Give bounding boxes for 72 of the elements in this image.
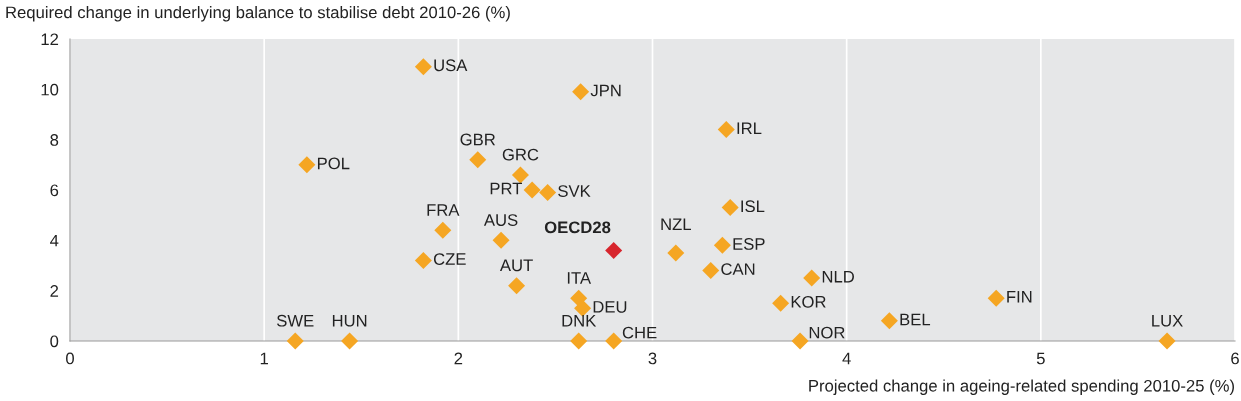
annotation: CHE (622, 326, 657, 339)
point (803, 269, 821, 287)
annotation: FRA (427, 204, 460, 216)
annotation: NZL (661, 218, 691, 231)
point (772, 294, 790, 312)
annotation: IRL (737, 122, 762, 134)
annotation: GRC (502, 148, 539, 161)
point (523, 181, 541, 199)
y-tick-label: 6 (50, 184, 59, 197)
x-tick-label: 5 (1036, 352, 1045, 365)
annotation: SVK (558, 185, 591, 197)
point (286, 332, 304, 350)
point (539, 184, 557, 202)
y-tick-label: 0 (50, 335, 59, 348)
annotation: ESP (733, 238, 765, 250)
x-tick-label: 6 (1231, 352, 1239, 365)
point (572, 83, 590, 101)
series-label: OECD28 (544, 221, 611, 234)
annotation: POL (317, 157, 350, 170)
point (469, 151, 487, 169)
annotation: DNK (562, 314, 597, 327)
x-tick-label: 0 (66, 352, 74, 365)
annotation: AUT (499, 259, 533, 272)
point (605, 241, 623, 259)
point (605, 332, 623, 350)
point (880, 312, 898, 330)
point (298, 156, 316, 174)
y-tick-label: 8 (50, 134, 59, 146)
annotation: FIN (1007, 291, 1032, 303)
point (667, 244, 685, 262)
x-tick-label: 3 (648, 352, 657, 365)
annotation: GBR (460, 133, 496, 146)
point (791, 332, 809, 350)
annotation: KOR (791, 295, 826, 308)
point (341, 332, 359, 350)
y-axis-title: Required change in underlying balance to stabilise debt 2010-26 (%) (6, 6, 510, 22)
annotation: ISL (741, 200, 765, 213)
y-tick-label: 10 (41, 83, 59, 96)
annotation: NLD (822, 270, 854, 283)
annotation: JPN (590, 84, 621, 97)
annotation: BEL (900, 313, 931, 326)
annotation: SWE (277, 314, 314, 327)
point (434, 221, 452, 239)
point (492, 231, 510, 249)
annotation: ITA (567, 272, 592, 284)
y-tick-label: 4 (50, 234, 59, 247)
annotation: CAN (721, 263, 755, 276)
point (721, 199, 739, 217)
annotation: USA (434, 59, 468, 72)
point (511, 166, 529, 184)
point (414, 251, 432, 269)
point (717, 121, 735, 139)
y-tick-label: 2 (50, 285, 59, 297)
annotation: LUX (1152, 314, 1183, 327)
x-tick-label: 2 (454, 352, 463, 365)
point (1158, 332, 1176, 350)
annotation: PRT (490, 182, 523, 195)
annotation: HUN (332, 314, 367, 327)
x-tick-label: 4 (842, 352, 851, 365)
point (508, 277, 526, 295)
point (987, 289, 1005, 307)
annotation: CZE (433, 253, 466, 265)
annotation: DEU (593, 301, 627, 313)
x-tick-label: 1 (260, 352, 268, 365)
point (570, 332, 588, 350)
point (414, 58, 432, 76)
y-tick-label: 12 (41, 33, 59, 46)
point (702, 262, 720, 280)
annotation: AUS (483, 214, 518, 226)
point (713, 236, 731, 254)
x-axis-title: Projected change in ageing-related spending 2010-25 (%) (809, 379, 1234, 395)
annotation: NOR (809, 326, 845, 339)
